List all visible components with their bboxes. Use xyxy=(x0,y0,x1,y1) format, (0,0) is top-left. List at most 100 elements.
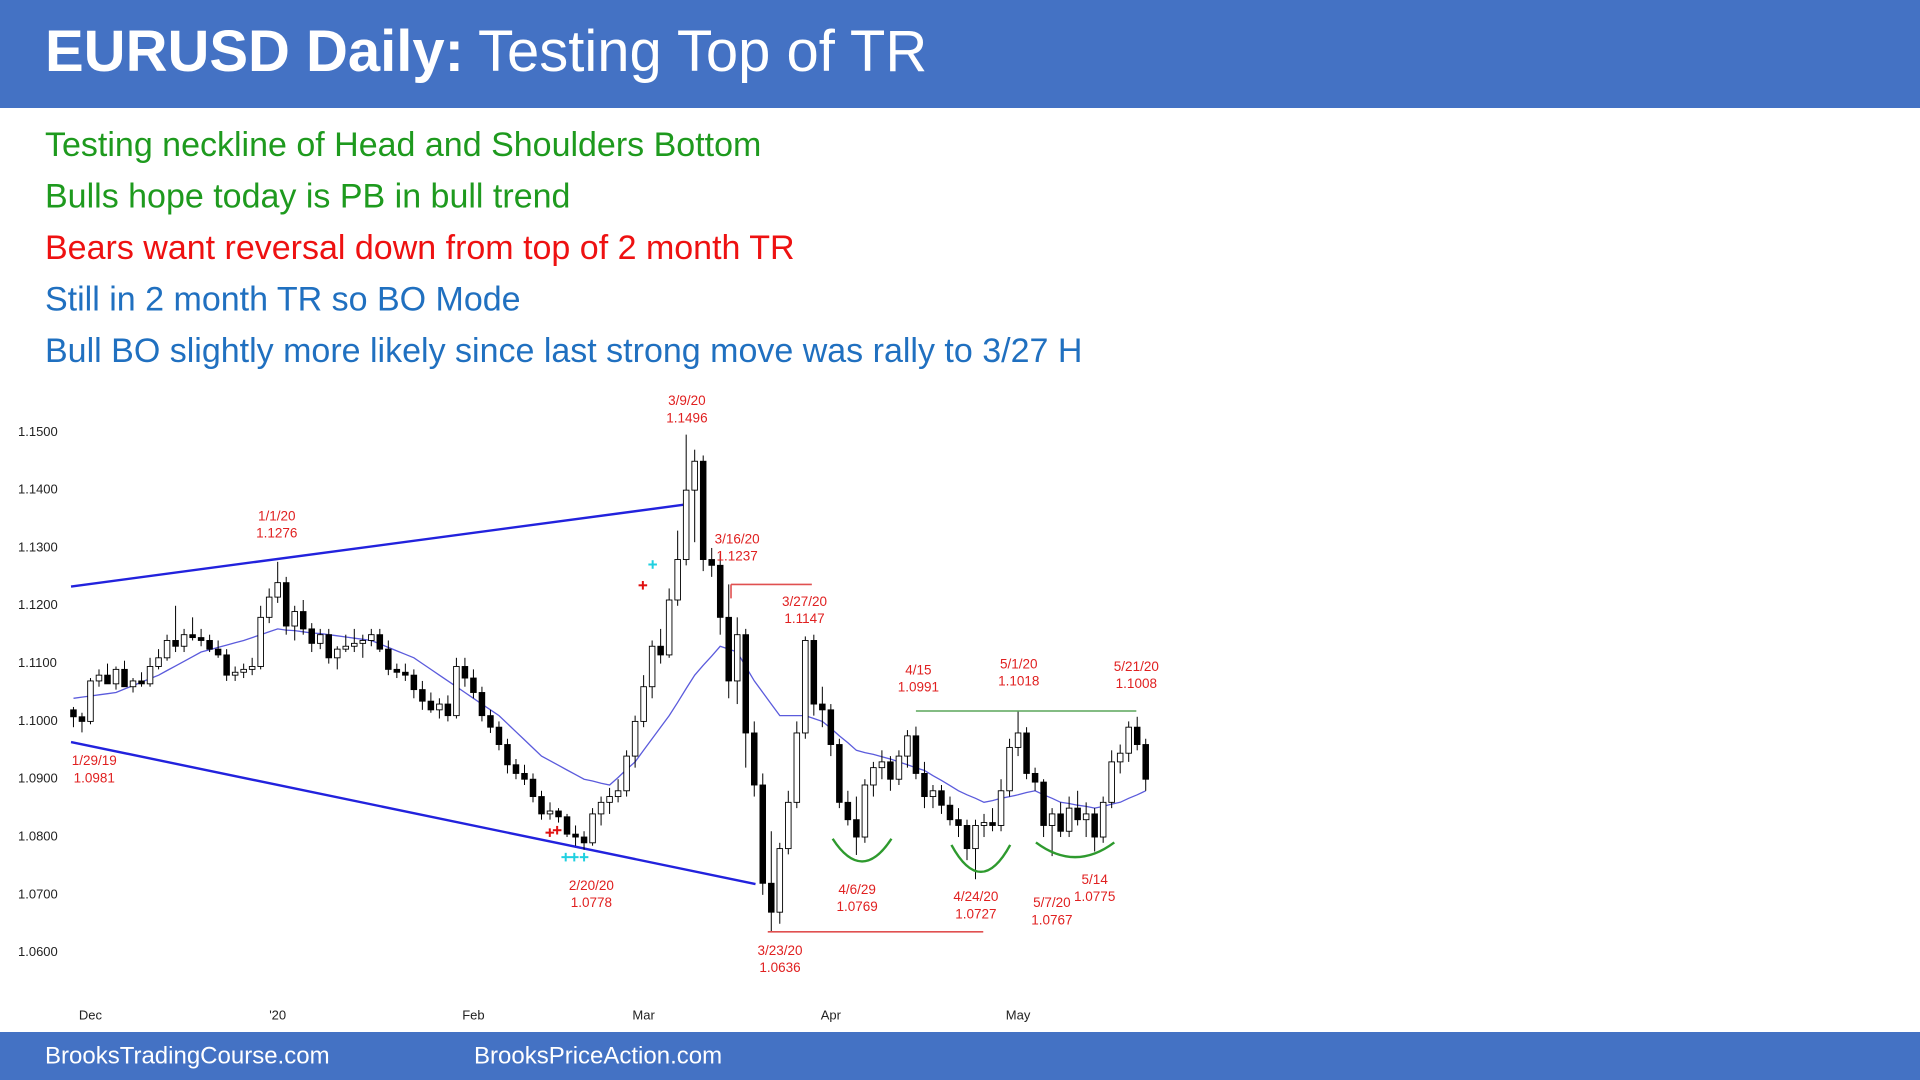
candle-body xyxy=(461,666,469,679)
candle-body xyxy=(385,648,392,670)
candle-body xyxy=(529,778,537,798)
candle-body xyxy=(248,666,256,670)
candle-body xyxy=(282,582,290,627)
candle-body xyxy=(1099,801,1107,838)
y-tick-label: 1.1400 xyxy=(18,482,58,497)
annotation-date: 1/1/20 xyxy=(258,508,296,523)
candle-body xyxy=(776,848,784,913)
candle-body xyxy=(1040,781,1047,826)
candle-body xyxy=(393,668,401,673)
annotation-date: 5/7/20 xyxy=(1033,895,1071,910)
bullet-text: Testing neckline of Head and Shoulders B… xyxy=(45,126,761,164)
y-tick-label: 1.0800 xyxy=(18,828,58,843)
annotation-price: 1.0636 xyxy=(759,960,800,975)
candle-body xyxy=(1142,744,1149,780)
footer-bar xyxy=(0,1032,1920,1080)
x-tick-label: May xyxy=(1006,1007,1031,1022)
y-tick-label: 1.1000 xyxy=(18,713,58,728)
candle-body xyxy=(538,796,545,815)
footer-right: BrooksPriceAction.com xyxy=(474,1042,722,1069)
candle-body xyxy=(938,790,945,806)
candle-body xyxy=(78,716,86,722)
candle-body xyxy=(70,709,77,718)
candle-body xyxy=(453,666,460,717)
trendline xyxy=(70,503,686,588)
candle-body xyxy=(563,816,571,835)
candle-body xyxy=(155,657,162,667)
candle-body xyxy=(231,671,239,676)
candle-body xyxy=(597,801,605,815)
bullet-text: Bears want reversal down from top of 2 m… xyxy=(45,229,795,267)
candle-body xyxy=(299,611,307,630)
candle-body xyxy=(325,634,333,659)
candle-body xyxy=(180,634,188,647)
candle-body xyxy=(759,784,767,884)
candle-body xyxy=(410,674,418,691)
annotation-price: 1.1008 xyxy=(1116,676,1157,691)
candle-body xyxy=(274,582,281,598)
candle-body xyxy=(572,833,579,838)
x-tick-label: Mar xyxy=(632,1007,655,1022)
bullet-text: Bull BO slightly more likely since last … xyxy=(45,332,1082,370)
candle-body xyxy=(946,804,954,821)
y-tick-label: 1.0900 xyxy=(18,771,58,786)
pattern-arc xyxy=(950,844,1012,873)
candle-body xyxy=(402,671,409,676)
candle-body xyxy=(614,790,622,798)
candle-body xyxy=(1065,807,1073,832)
candle-body xyxy=(129,680,137,688)
candle-body xyxy=(648,645,656,688)
candle-body xyxy=(623,755,630,792)
candle-body xyxy=(419,689,426,702)
annotation-date: 4/15 xyxy=(905,663,931,678)
candle-body xyxy=(444,703,452,717)
title-bold: EURUSD Daily: xyxy=(45,19,464,84)
candle-body xyxy=(104,674,111,685)
candle-body xyxy=(963,825,971,850)
candle-body xyxy=(470,677,477,693)
candle-body xyxy=(359,640,367,644)
candle-body xyxy=(265,596,273,618)
annotation-date: 2/20/20 xyxy=(569,878,614,893)
annotation-date: 5/14 xyxy=(1082,872,1109,887)
candle-body xyxy=(87,680,94,722)
candle-body xyxy=(1108,761,1115,803)
candle-body xyxy=(512,764,520,774)
candle-body xyxy=(853,819,860,838)
annotation-date: 4/24/20 xyxy=(953,889,998,904)
candle-body xyxy=(95,674,103,682)
annotation-price: 1.0767 xyxy=(1031,912,1072,927)
candle-body xyxy=(733,634,741,682)
candle-body xyxy=(980,822,988,826)
candle-body xyxy=(589,813,596,844)
candle-body xyxy=(895,755,903,780)
candle-body xyxy=(334,648,341,659)
moving-average xyxy=(73,628,1146,809)
candle-body xyxy=(1125,726,1132,754)
candle-body xyxy=(427,700,435,711)
candle-body xyxy=(810,640,818,705)
candle-body xyxy=(1082,813,1090,821)
candle-body xyxy=(887,761,894,780)
candle-body xyxy=(351,642,358,647)
y-tick-label: 1.1100 xyxy=(18,655,57,670)
candle-body xyxy=(742,634,749,734)
annotation-price: 1.0775 xyxy=(1074,889,1115,904)
candle-body xyxy=(827,709,835,745)
y-tick-label: 1.1300 xyxy=(18,539,58,554)
x-tick-label: Feb xyxy=(462,1007,484,1022)
candle-body xyxy=(989,822,996,826)
header-bar xyxy=(0,0,1920,108)
candle-body xyxy=(257,616,264,667)
candle-body xyxy=(163,640,171,659)
candle-body xyxy=(146,666,154,685)
annotation-date: 3/27/20 xyxy=(782,594,827,609)
x-tick-label: Apr xyxy=(821,1007,842,1022)
candle-body xyxy=(1133,726,1141,745)
annotation-price: 1.1237 xyxy=(716,549,757,564)
candle-body xyxy=(555,810,562,818)
candle-body xyxy=(1023,732,1030,774)
y-tick-label: 1.0600 xyxy=(18,944,58,959)
candle-body xyxy=(316,634,324,644)
